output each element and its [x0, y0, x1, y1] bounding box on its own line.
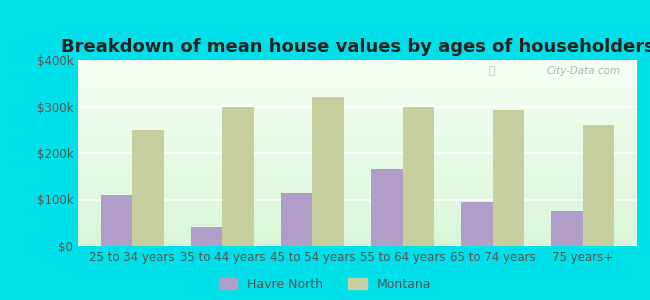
- Bar: [78, 108, 637, 112]
- Bar: [78, 238, 637, 242]
- Bar: [78, 149, 637, 153]
- Bar: [313, 97, 344, 246]
- Title: Breakdown of mean house values by ages of householders: Breakdown of mean house values by ages o…: [60, 38, 650, 56]
- Bar: [78, 172, 637, 175]
- Bar: [78, 220, 637, 224]
- Bar: [78, 153, 637, 157]
- Legend: Havre North, Montana: Havre North, Montana: [218, 278, 432, 291]
- Bar: [583, 125, 614, 246]
- Bar: [583, 125, 614, 246]
- Bar: [78, 160, 637, 164]
- Bar: [78, 227, 637, 231]
- Bar: [78, 123, 637, 127]
- Bar: [551, 211, 583, 246]
- Bar: [462, 202, 493, 246]
- Bar: [78, 116, 637, 119]
- Bar: [78, 112, 637, 116]
- Bar: [78, 231, 637, 235]
- Bar: [78, 101, 637, 105]
- Bar: [190, 227, 222, 246]
- Bar: [371, 169, 402, 246]
- Bar: [190, 227, 222, 246]
- Bar: [101, 195, 132, 246]
- Bar: [78, 157, 637, 160]
- Bar: [78, 127, 637, 131]
- Bar: [101, 195, 132, 246]
- Bar: [78, 60, 637, 64]
- Bar: [78, 64, 637, 68]
- Bar: [78, 86, 637, 90]
- Bar: [78, 68, 637, 71]
- Bar: [493, 110, 525, 246]
- Bar: [78, 201, 637, 205]
- Bar: [132, 130, 164, 246]
- Bar: [551, 211, 583, 246]
- Bar: [78, 82, 637, 86]
- Bar: [78, 105, 637, 108]
- Bar: [78, 179, 637, 183]
- Bar: [78, 205, 637, 209]
- Bar: [78, 131, 637, 134]
- Bar: [78, 168, 637, 172]
- Text: Ⓢ: Ⓢ: [489, 66, 495, 76]
- Bar: [78, 235, 637, 238]
- Bar: [78, 79, 637, 82]
- Bar: [78, 71, 637, 75]
- Bar: [78, 194, 637, 198]
- Bar: [78, 164, 637, 168]
- Bar: [78, 190, 637, 194]
- Bar: [78, 212, 637, 216]
- Bar: [78, 90, 637, 94]
- Bar: [78, 242, 637, 246]
- Bar: [78, 175, 637, 179]
- Bar: [371, 169, 402, 246]
- Bar: [281, 193, 313, 246]
- Bar: [402, 106, 434, 246]
- Bar: [78, 75, 637, 79]
- Bar: [132, 130, 164, 246]
- Bar: [493, 110, 525, 246]
- Bar: [281, 193, 313, 246]
- Bar: [78, 216, 637, 220]
- Bar: [78, 138, 637, 142]
- Bar: [78, 187, 637, 190]
- Bar: [78, 142, 637, 146]
- Bar: [313, 97, 344, 246]
- Bar: [462, 202, 493, 246]
- Bar: [222, 106, 254, 246]
- Bar: [78, 97, 637, 101]
- Bar: [222, 106, 254, 246]
- Bar: [78, 209, 637, 212]
- Bar: [78, 119, 637, 123]
- Bar: [78, 183, 637, 187]
- Bar: [78, 134, 637, 138]
- Bar: [78, 94, 637, 97]
- Bar: [402, 106, 434, 246]
- Bar: [78, 198, 637, 201]
- Bar: [78, 146, 637, 149]
- Text: City-Data.com: City-Data.com: [546, 66, 620, 76]
- Bar: [78, 224, 637, 227]
